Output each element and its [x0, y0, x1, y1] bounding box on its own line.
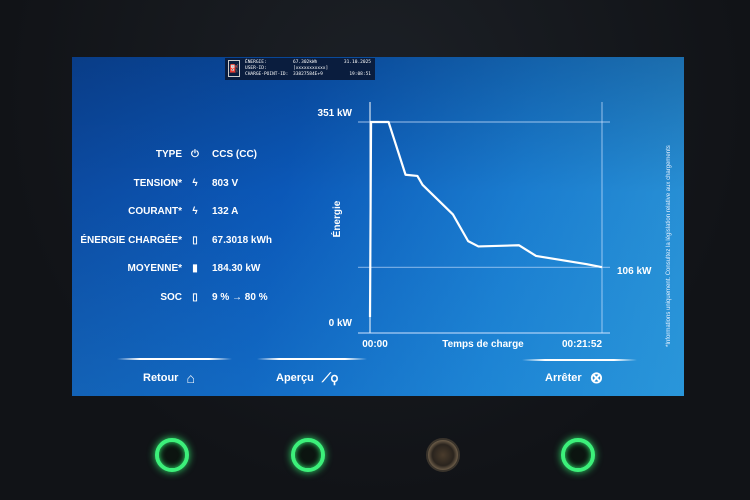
plug-icon: ⏻	[191, 149, 199, 160]
info-value: 132 A	[212, 206, 239, 217]
header-value: 67.302kWh	[293, 60, 318, 65]
home-icon: ⌂	[186, 370, 195, 386]
header-key: CHARGE-POINT-ID:	[245, 72, 289, 77]
back-button[interactable]: Retour ⌂	[143, 365, 195, 391]
y-max-label: 351 kW	[318, 108, 353, 119]
x-end-label: 00:21:52	[562, 339, 602, 350]
header-key: USER-ID:	[245, 66, 267, 71]
info-value: CCS (CC)	[212, 149, 257, 160]
hardware-button-1[interactable]	[155, 438, 189, 472]
info-label: COURANT*	[128, 206, 182, 217]
info-label: MOYENNE*	[127, 263, 182, 274]
power-chart: 351 kW 0 kW 106 kW Énergie 00:00 Temps d…	[318, 102, 652, 350]
y-min-label: 0 kW	[329, 318, 353, 329]
charger-icon: ⛽	[228, 60, 240, 77]
lightning-icon: ϟ	[192, 178, 198, 189]
battery-charging-icon: ▯	[192, 292, 198, 303]
header-value: [xxxxxxxxxxx]	[293, 66, 329, 71]
x-start-label: 00:00	[362, 339, 388, 350]
stop-label: Arrêter	[545, 372, 582, 384]
header-value: 33827584E+9	[293, 72, 323, 77]
battery-charging-icon: ▯	[192, 235, 198, 246]
power-curve	[368, 120, 603, 317]
header-date: 31.10.2025	[343, 60, 371, 65]
header-key: ÉNERGIE:	[245, 60, 267, 65]
info-value: 67.3018 kWh	[212, 235, 273, 246]
info-value: 803 V	[212, 178, 239, 189]
back-label: Retour	[143, 372, 179, 384]
x-axis-title: Temps de charge	[442, 339, 524, 350]
end-power-label: 106 kW	[617, 266, 652, 277]
info-label: TYPE	[155, 149, 182, 160]
nav-divider	[522, 359, 637, 361]
legal-note: *Informations uniquement. Consultez la l…	[666, 145, 672, 347]
stop-button[interactable]: Arrêter ⊗	[545, 365, 603, 391]
nav-divider	[117, 358, 232, 360]
header-time: 19:08:51	[349, 72, 371, 77]
chart-search-icon: ⟋⚲	[321, 370, 338, 385]
info-label: SOC	[160, 292, 182, 303]
info-value: 9 % → 80 %	[212, 292, 268, 303]
receipt-header: ⛽ ÉNERGIE: USER-ID: CHARGE-POINT-ID: 67.30…	[225, 58, 375, 80]
close-circle-icon: ⊗	[589, 370, 604, 387]
info-value: 184.30 kW	[212, 263, 261, 274]
charger-screen: ⛽ ÉNERGIE: USER-ID: CHARGE-POINT-ID: 67.30…	[72, 57, 684, 396]
hardware-button-3[interactable]	[426, 438, 460, 472]
info-label: ÉNERGIE CHARGÉE*	[80, 235, 182, 246]
hardware-button-2[interactable]	[291, 438, 325, 472]
lightning-icon: ϟ	[192, 206, 198, 217]
y-axis-title: Énergie	[330, 200, 343, 237]
nav-divider	[257, 358, 367, 360]
hardware-button-4[interactable]	[561, 438, 595, 472]
overview-button[interactable]: Aperçu ⟋⚲	[276, 365, 338, 391]
battery-icon: ▮	[192, 263, 198, 274]
info-label: TENSION*	[133, 178, 182, 189]
overview-label: Aperçu	[276, 372, 314, 384]
